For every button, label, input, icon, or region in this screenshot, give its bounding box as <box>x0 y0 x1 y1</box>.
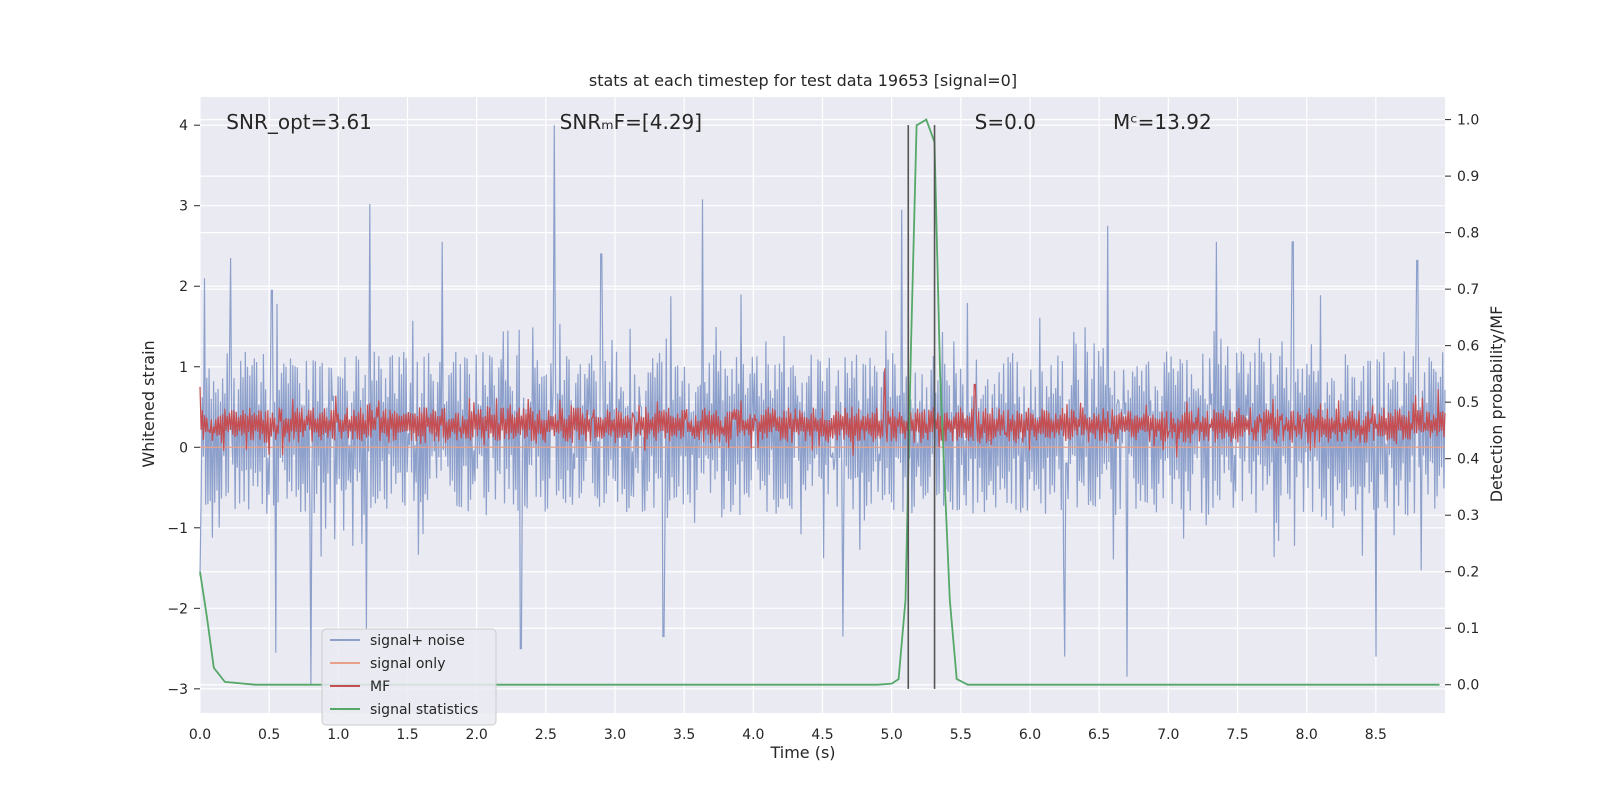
x-tick-label: 4.5 <box>811 727 833 743</box>
x-tick-label: 8.5 <box>1365 727 1387 743</box>
series-signal-noise <box>199 125 1446 685</box>
x-tick-label: 3.0 <box>604 727 626 743</box>
y-tick-label: 3 <box>179 199 188 215</box>
legend-label-signal-noise: signal+ noise <box>370 633 465 649</box>
mc-annotation: Mᶜ=13.92 <box>1113 110 1212 134</box>
y2-tick-label: 0.7 <box>1457 282 1479 298</box>
snr-opt-annotation: SNR_opt=3.61 <box>226 110 372 134</box>
vertical-markers <box>907 125 936 689</box>
y2-tick-label: 0.9 <box>1457 169 1479 185</box>
x-tick-label: 5.0 <box>881 727 903 743</box>
y-tick-label: −1 <box>167 521 188 537</box>
x-tick-label: 0.0 <box>189 727 211 743</box>
x-tick-label: 8.0 <box>1296 727 1318 743</box>
x-tick-label: 1.5 <box>396 727 418 743</box>
y-axis-right-label: Detection probability/MF <box>1487 306 1506 503</box>
legend: signal+ noise signal only MF signal statist… <box>321 628 497 726</box>
y2-tick-label: 0.3 <box>1457 508 1479 524</box>
y2-tick-label: 1.0 <box>1457 113 1479 129</box>
series-mf <box>199 368 1446 458</box>
x-tick-label: 1.0 <box>327 727 349 743</box>
series-signal-statistics <box>199 118 1440 686</box>
snr-mf-annotation: SNRₘF=[4.29] <box>560 110 702 134</box>
x-tick-label: 2.5 <box>535 727 557 743</box>
legend-label-signal-only: signal only <box>370 656 445 672</box>
x-tick-label: 4.0 <box>742 727 764 743</box>
x-tick-label: 6.0 <box>1019 727 1041 743</box>
axes: 0.0 0.5 1.0 1.5 2.0 2.5 3.0 3.5 4.0 4.5 5.0 5.5 6.0 6… <box>167 113 1479 743</box>
legend-box <box>321 628 497 726</box>
y-tick-label: −3 <box>167 682 188 698</box>
s-annotation: S=0.0 <box>975 110 1036 134</box>
x-tick-label: 7.5 <box>1226 727 1248 743</box>
legend-label-mf: MF <box>370 679 390 695</box>
x-tick-label: 2.0 <box>466 727 488 743</box>
x-tick-label: 5.5 <box>950 727 972 743</box>
y-tick-label: 4 <box>179 118 188 134</box>
y2-tick-label: 0.4 <box>1457 452 1479 468</box>
annotations: SNR_opt=3.61 SNRₘF=[4.29] S=0.0 Mᶜ=13.92 <box>226 110 1211 134</box>
series-layer <box>199 118 1446 686</box>
y-tick-label: 2 <box>179 279 188 295</box>
x-tick-label: 7.0 <box>1157 727 1179 743</box>
y-axis-label: Whitened strain <box>139 340 158 467</box>
chart-title: stats at each timestep for test data 196… <box>589 71 1017 90</box>
x-tick-label: 0.5 <box>258 727 280 743</box>
y-tick-label: 1 <box>179 360 188 376</box>
y2-tick-label: 0.0 <box>1457 678 1479 694</box>
y-tick-label: −2 <box>167 601 188 617</box>
y2-tick-label: 0.5 <box>1457 395 1479 411</box>
y2-tick-label: 0.1 <box>1457 621 1479 637</box>
x-tick-label: 6.5 <box>1088 727 1110 743</box>
x-tick-label: 3.5 <box>673 727 695 743</box>
y-tick-label: 0 <box>179 440 188 456</box>
y2-tick-label: 0.8 <box>1457 226 1479 242</box>
y2-tick-label: 0.2 <box>1457 565 1479 581</box>
x-axis-label: Time (s) <box>769 743 835 762</box>
legend-label-signal-statistics: signal statistics <box>370 702 478 718</box>
y2-tick-label: 0.6 <box>1457 339 1479 355</box>
